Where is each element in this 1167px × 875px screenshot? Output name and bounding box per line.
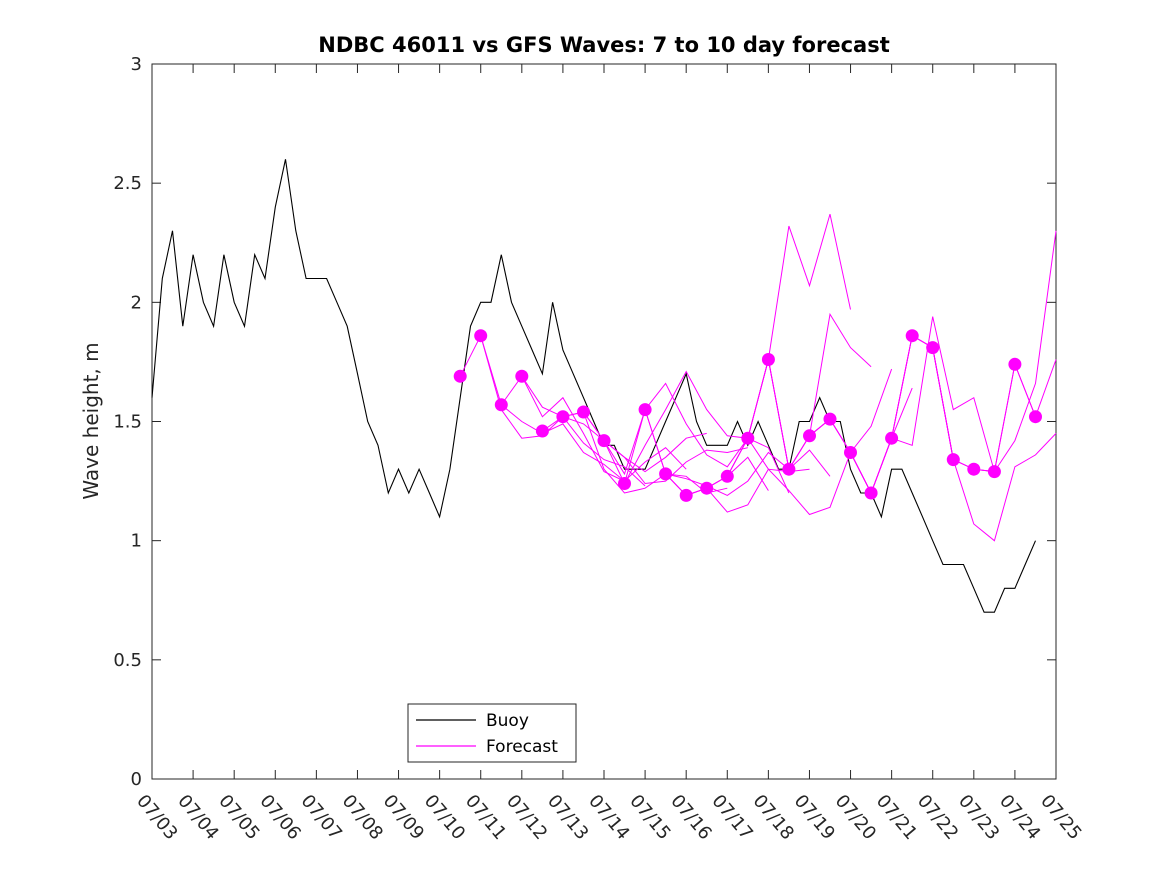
forecast-point xyxy=(926,341,940,355)
forecast-point xyxy=(1029,410,1042,424)
forecast-point xyxy=(905,329,919,343)
forecast-series-line xyxy=(644,409,831,496)
forecast-point xyxy=(556,410,570,424)
forecast-point xyxy=(967,462,981,476)
forecast-point xyxy=(577,405,590,419)
y-tick-label: 0 xyxy=(131,769,142,790)
forecast-point xyxy=(618,477,631,490)
forecast-point xyxy=(638,403,652,417)
forecast-point xyxy=(659,467,673,481)
forecast-point xyxy=(761,353,775,366)
y-tick-label: 3 xyxy=(131,54,142,75)
legend-buoy-label: Buoy xyxy=(486,711,529,731)
y-tick-label: 1 xyxy=(131,531,142,552)
forecast-point xyxy=(474,329,488,343)
forecast-series-line xyxy=(624,382,810,484)
y-tick-label: 2 xyxy=(131,292,142,313)
y-tick-label: 0.5 xyxy=(113,650,142,671)
chart-title: NDBC 46011 vs GFS Waves: 7 to 10 day for… xyxy=(318,33,889,57)
forecast-point xyxy=(987,465,1001,479)
y-axis-label: Wave height, m xyxy=(79,342,103,499)
forecast-point xyxy=(885,431,899,445)
forecast-point xyxy=(679,488,693,502)
legend-box xyxy=(407,703,577,763)
forecast-point xyxy=(844,446,857,459)
forecast-point xyxy=(803,429,816,443)
forecast-point xyxy=(453,369,467,383)
forecast-point xyxy=(741,431,755,445)
forecast-series-line xyxy=(891,230,1057,473)
forecast-point xyxy=(946,453,960,467)
forecast-series-line xyxy=(500,375,687,482)
y-tick-label: 2.5 xyxy=(113,173,142,194)
forecast-point xyxy=(494,398,508,412)
forecast-series-line xyxy=(603,370,790,494)
forecast-point xyxy=(597,434,611,448)
legend-forecast-label: Forecast xyxy=(486,737,558,757)
forecast-point xyxy=(1008,357,1022,371)
buoy-series-line xyxy=(151,159,1037,613)
forecast-series-line xyxy=(706,368,893,516)
forecast-point xyxy=(782,462,796,476)
forecast-point xyxy=(700,481,714,495)
forecast-point xyxy=(535,424,549,438)
forecast-point xyxy=(864,486,878,500)
y-tick-label: 1.5 xyxy=(113,412,142,433)
forecast-point xyxy=(515,369,529,383)
legend: Buoy Forecast xyxy=(407,703,577,763)
forecast-point xyxy=(823,412,837,426)
forecast-point xyxy=(720,469,734,483)
